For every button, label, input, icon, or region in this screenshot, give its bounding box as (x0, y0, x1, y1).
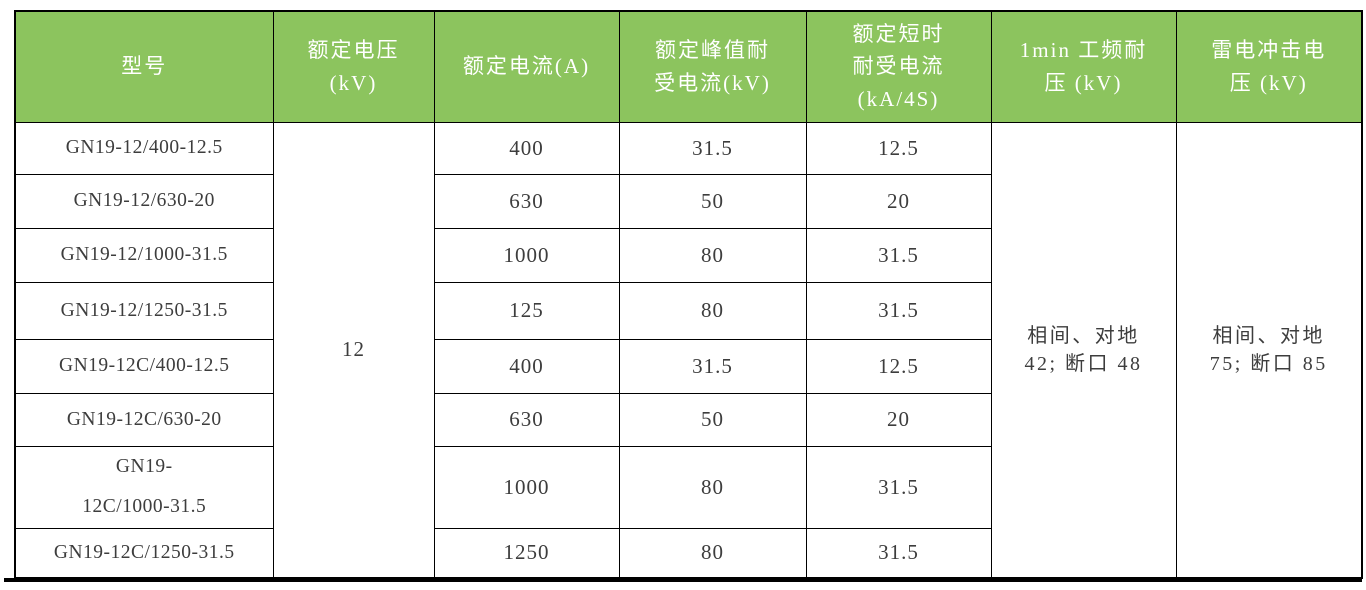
peak-current-cell: 50 (618, 392, 807, 447)
rated-current-cell: 1250 (433, 527, 620, 579)
model-cell: GN19-12/630-20 (14, 173, 274, 229)
rated-current-cell: 630 (433, 173, 620, 229)
header-rated-voltage: 额定电压 (kV) (272, 10, 435, 123)
short-time-current-cell: 31.5 (805, 281, 992, 340)
rated-current-cell: 1000 (433, 227, 620, 283)
header-model: 型号 (14, 10, 274, 123)
rated-voltage-cell: 12 (272, 121, 435, 579)
model-cell: GN19-12/400-12.5 (14, 121, 274, 175)
table-row: GN19-12C/400-12.5 400 31.5 12.5 (14, 338, 1362, 394)
rated-current-cell: 1000 (433, 445, 620, 529)
lightning-impulse-cell: 相间、对地 75; 断口 85 (1175, 121, 1363, 579)
model-cell: GN19-12C/400-12.5 (14, 338, 274, 394)
rated-current-cell: 125 (433, 281, 620, 340)
bottom-divider (4, 578, 1362, 582)
peak-current-cell: 50 (618, 173, 807, 229)
model-cell: GN19- 12C/1000-31.5 (14, 445, 274, 529)
model-cell: GN19-12C/1250-31.5 (14, 527, 274, 579)
table-row: GN19-12C/1250-31.5 1250 80 31.5 (14, 527, 1362, 579)
rated-current-cell: 400 (433, 338, 620, 394)
short-time-current-cell: 31.5 (805, 227, 992, 283)
spec-table: 型号 额定电压 (kV) 额定电流(A) 额定峰值耐 受电流(kV) 额定短时 … (14, 10, 1363, 579)
header-power-frequency-withstand-voltage: 1min 工频耐 压 (kV) (990, 10, 1177, 123)
model-cell: GN19-12C/630-20 (14, 392, 274, 447)
table-row: GN19- 12C/1000-31.5 1000 80 31.5 (14, 445, 1362, 529)
peak-current-cell: 80 (618, 227, 807, 283)
table-row: GN19-12/630-20 630 50 20 (14, 173, 1362, 229)
header-peak-withstand-current: 额定峰值耐 受电流(kV) (618, 10, 807, 123)
model-cell: GN19-12/1000-31.5 (14, 227, 274, 283)
header-short-time-withstand-current: 额定短时 耐受电流 (kA/4S) (805, 10, 992, 123)
short-time-current-cell: 20 (805, 392, 992, 447)
short-time-current-cell: 12.5 (805, 338, 992, 394)
short-time-current-cell: 31.5 (805, 445, 992, 529)
peak-current-cell: 80 (618, 527, 807, 579)
header-row: 型号 额定电压 (kV) 额定电流(A) 额定峰值耐 受电流(kV) 额定短时 … (14, 10, 1363, 123)
header-lightning-impulse-voltage: 雷电冲击电 压 (kV) (1175, 10, 1363, 123)
short-time-current-cell: 20 (805, 173, 992, 229)
table-row: GN19-12/1250-31.5 125 80 31.5 (14, 281, 1362, 340)
table-row: GN19-12/400-12.5 12 400 31.5 12.5 相间、对地 … (14, 121, 1363, 579)
short-time-current-cell: 12.5 (805, 121, 992, 175)
table-row: GN19-12C/630-20 630 50 20 (14, 392, 1362, 447)
peak-current-cell: 80 (618, 281, 807, 340)
peak-current-cell: 31.5 (618, 121, 807, 175)
peak-current-cell: 31.5 (618, 338, 807, 394)
rated-current-cell: 630 (433, 392, 620, 447)
rated-current-cell: 400 (433, 121, 620, 175)
model-cell: GN19-12/1250-31.5 (14, 281, 274, 340)
peak-current-cell: 80 (618, 445, 807, 529)
power-frequency-cell: 相间、对地 42; 断口 48 (990, 121, 1177, 579)
short-time-current-cell: 31.5 (805, 527, 992, 579)
table-row: GN19-12/1000-31.5 1000 80 31.5 (14, 227, 1362, 283)
header-rated-current: 额定电流(A) (433, 10, 620, 123)
